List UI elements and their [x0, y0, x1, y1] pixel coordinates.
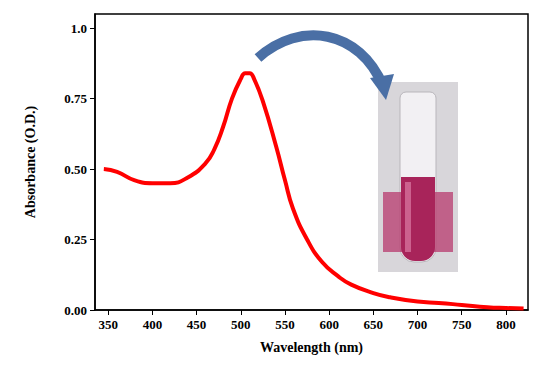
svg-text:0.50: 0.50	[64, 162, 87, 177]
svg-text:500: 500	[231, 317, 251, 332]
svg-text:Absorbance (O.D.): Absorbance (O.D.)	[23, 105, 39, 218]
svg-text:Wavelength (nm): Wavelength (nm)	[260, 340, 363, 356]
svg-text:750: 750	[452, 317, 472, 332]
svg-text:1.0: 1.0	[71, 21, 87, 36]
svg-text:650: 650	[364, 317, 384, 332]
svg-text:450: 450	[187, 317, 207, 332]
svg-text:0.25: 0.25	[64, 232, 87, 247]
svg-text:700: 700	[408, 317, 428, 332]
svg-text:550: 550	[275, 317, 295, 332]
svg-text:800: 800	[496, 317, 516, 332]
svg-text:600: 600	[319, 317, 339, 332]
svg-text:0.75: 0.75	[64, 91, 87, 106]
svg-text:350: 350	[99, 317, 119, 332]
svg-text:0.00: 0.00	[64, 303, 87, 318]
svg-text:400: 400	[143, 317, 163, 332]
